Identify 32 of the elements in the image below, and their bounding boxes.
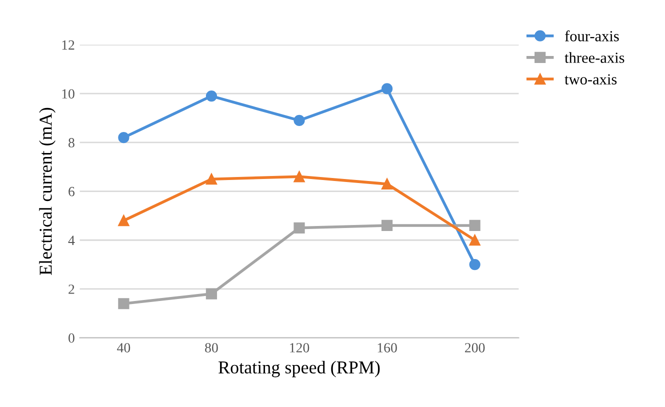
x-tick-label: 200 [465, 343, 485, 352]
point [294, 114, 305, 126]
point [118, 215, 130, 226]
point [381, 178, 393, 190]
point [206, 288, 218, 300]
point [294, 171, 305, 182]
y-tick-label: 12 [62, 40, 74, 50]
legend-label: two-axis [564, 74, 617, 85]
y-tick-label: 8 [68, 138, 74, 148]
point [469, 220, 480, 232]
point [206, 174, 218, 185]
point [381, 83, 393, 94]
point [469, 234, 480, 246]
y-tick-label: 10 [62, 89, 74, 99]
point [206, 90, 218, 102]
legend-label: four-axis [565, 30, 619, 42]
point [294, 222, 305, 234]
point [381, 220, 393, 232]
point [469, 258, 480, 270]
y-tick-label: 0 [68, 333, 74, 343]
point [118, 132, 130, 144]
y-tick-label: 4 [68, 236, 75, 245]
x-tick-label: 160 [378, 343, 397, 352]
y-tick-label: 6 [68, 186, 75, 196]
point [118, 298, 130, 310]
y-axis-title: Electrical current (mA) [39, 108, 56, 275]
x-axis-title: Rotating speed (RPM) [218, 360, 380, 378]
x-tick-label: 40 [117, 343, 130, 352]
x-tick-label: 120 [290, 343, 310, 352]
y-tick-label: 2 [68, 284, 74, 294]
x-tick-label: 80 [205, 343, 218, 352]
legend-label: three-axis [564, 52, 624, 63]
